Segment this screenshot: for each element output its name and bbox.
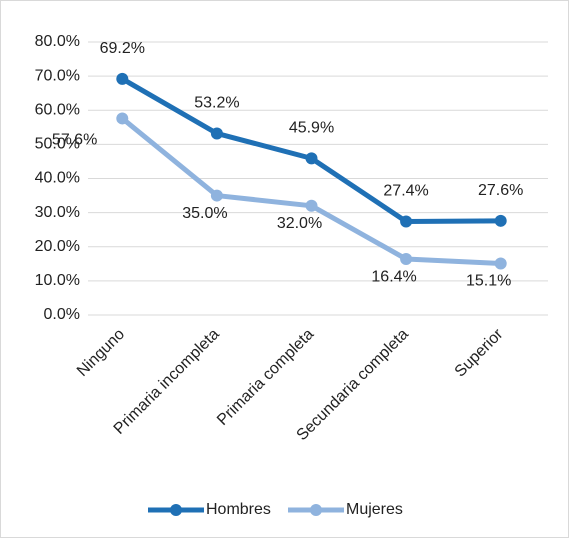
legend-marker (310, 504, 322, 516)
point (494, 257, 507, 270)
point (116, 112, 129, 125)
data-label: 16.4% (371, 268, 416, 285)
data-label: 45.9% (289, 120, 334, 137)
y-tick-label: 50.0% (35, 136, 80, 153)
y-tick-label: 60.0% (35, 101, 80, 118)
data-label: 57.6% (52, 132, 97, 149)
point (210, 127, 223, 140)
data-label: 32.0% (277, 215, 322, 232)
legend-label: Mujeres (346, 501, 403, 518)
data-label: 69.2% (100, 40, 145, 57)
data-label: 35.0% (182, 205, 227, 222)
legend-label: Hombres (206, 501, 271, 518)
y-tick-label: 20.0% (35, 238, 80, 255)
point (400, 253, 413, 266)
data-label: 27.6% (478, 182, 523, 199)
point (116, 72, 129, 85)
y-tick-label: 70.0% (35, 67, 80, 84)
point (494, 214, 507, 227)
y-tick-label: 30.0% (35, 204, 80, 221)
data-label: 53.2% (194, 95, 239, 112)
y-tick-label: 10.0% (35, 272, 80, 289)
point (400, 215, 413, 228)
y-tick-label: 0.0% (44, 306, 80, 323)
legend-marker (170, 504, 182, 516)
data-label: 27.4% (383, 183, 428, 200)
point (305, 199, 318, 212)
point (210, 189, 223, 202)
y-tick-label: 80.0% (35, 33, 80, 50)
point (305, 152, 318, 165)
y-tick-label: 40.0% (35, 170, 80, 187)
data-label: 15.1% (466, 273, 511, 290)
